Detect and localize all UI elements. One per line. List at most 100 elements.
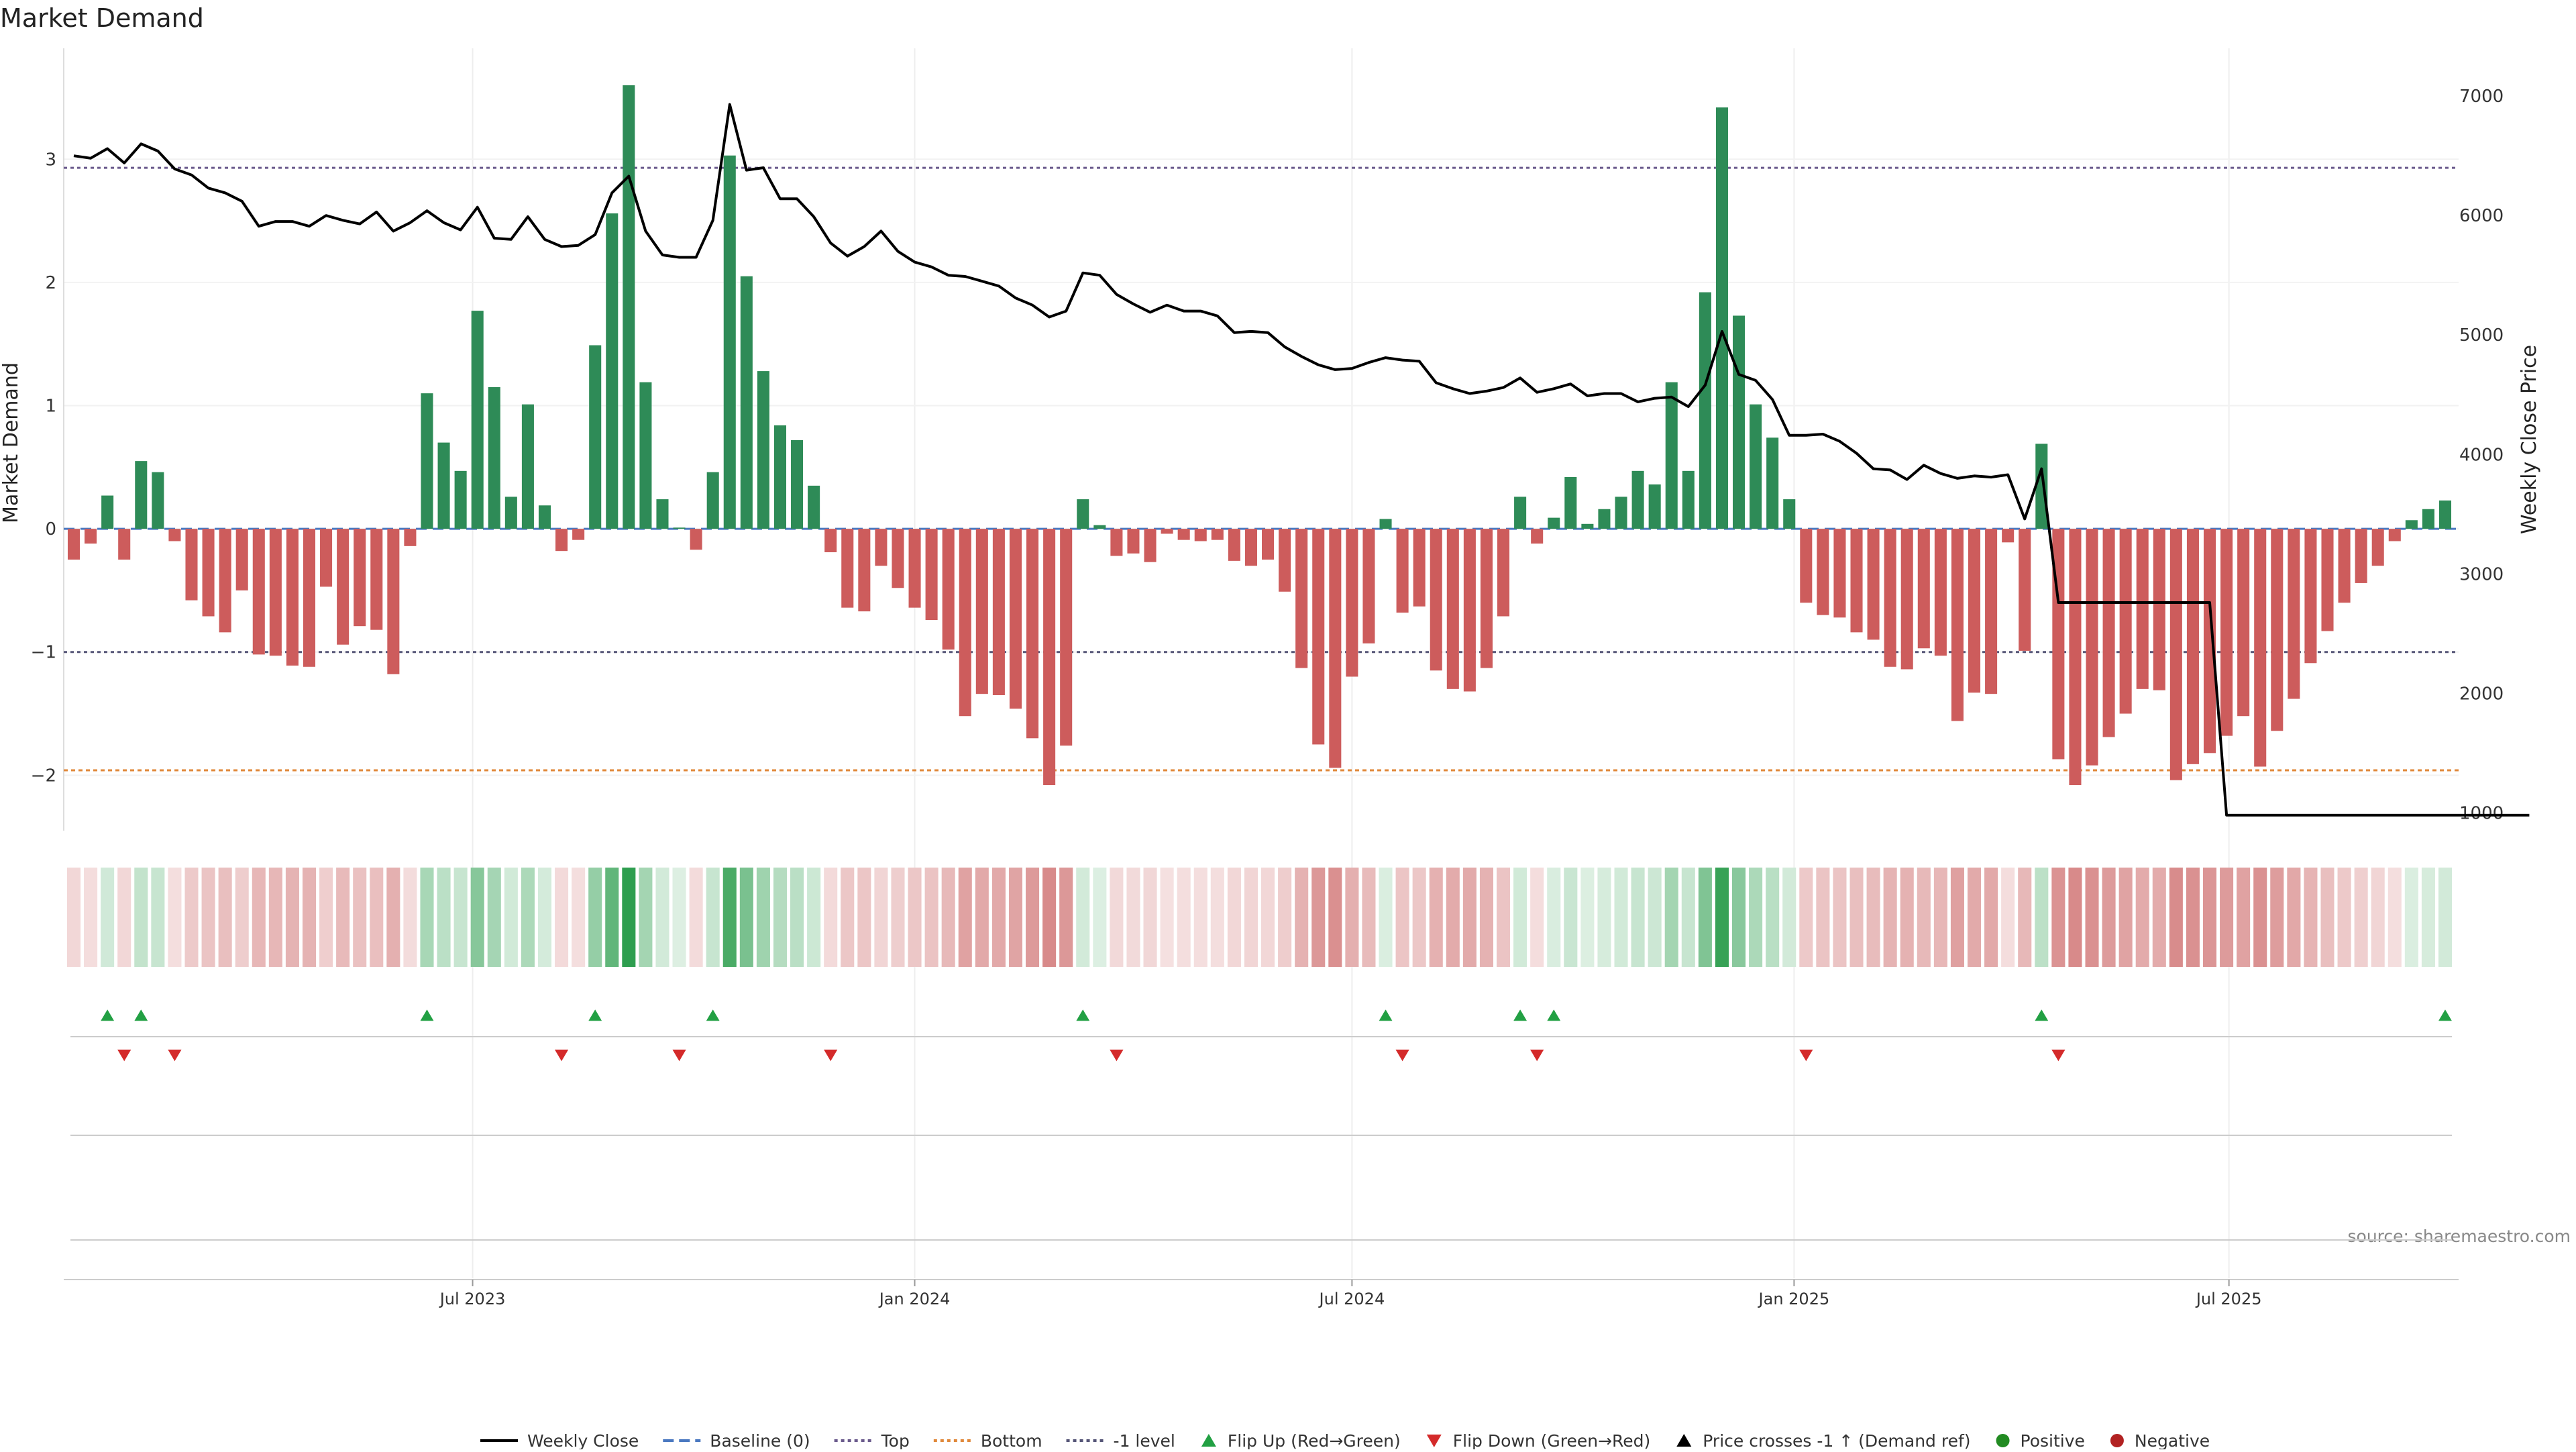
heat-cell-33 bbox=[622, 868, 636, 967]
demand-bar-141 bbox=[2438, 500, 2452, 529]
heat-cell-52 bbox=[941, 868, 955, 967]
heat-cell-34 bbox=[639, 868, 653, 967]
demand-bar-138 bbox=[2388, 529, 2401, 541]
demand-bar-90 bbox=[1581, 523, 1594, 529]
heat-cell-82 bbox=[1446, 868, 1460, 967]
heat-cell-6 bbox=[168, 868, 182, 967]
demand-bar-77 bbox=[1362, 529, 1375, 643]
x-tick-label-4: Jul 2025 bbox=[2195, 1290, 2262, 1308]
heat-cell-133 bbox=[2304, 868, 2318, 967]
flip-up-marker-3 bbox=[588, 1009, 602, 1021]
demand-bar-68 bbox=[1211, 529, 1224, 540]
heat-cell-41 bbox=[756, 868, 770, 967]
heat-cell-49 bbox=[891, 868, 905, 967]
demand-bar-133 bbox=[2304, 529, 2317, 664]
y-tick-label-3: 1 bbox=[45, 397, 56, 417]
heat-cell-127 bbox=[2202, 868, 2217, 967]
heat-cell-14 bbox=[302, 868, 317, 967]
demand-bar-15 bbox=[320, 529, 333, 587]
heat-cell-73 bbox=[1295, 868, 1309, 967]
demand-bar-97 bbox=[1699, 292, 1711, 529]
demand-bar-110 bbox=[1917, 529, 1930, 649]
heat-cell-91 bbox=[1597, 868, 1611, 967]
heat-cell-63 bbox=[1126, 868, 1140, 967]
demand-bar-61 bbox=[1093, 525, 1106, 529]
flip-up-marker-9 bbox=[2035, 1009, 2049, 1021]
demand-bar-14 bbox=[303, 529, 316, 667]
heat-cell-70 bbox=[1244, 868, 1258, 967]
heat-cell-17 bbox=[353, 868, 367, 967]
demand-bar-58 bbox=[1043, 529, 1056, 786]
legend-label-5: Flip Up (Red→Green) bbox=[1228, 1431, 1401, 1449]
demand-bar-50 bbox=[908, 529, 921, 608]
heat-cell-98 bbox=[1715, 868, 1729, 967]
x-tick-label-2: Jul 2024 bbox=[1318, 1290, 1385, 1308]
demand-bar-49 bbox=[892, 529, 904, 588]
demand-bar-94 bbox=[1648, 484, 1661, 529]
demand-bar-26 bbox=[504, 497, 517, 529]
y2-axis-label: Weekly Close Price bbox=[2518, 345, 2541, 534]
heat-cell-89 bbox=[1564, 868, 1578, 967]
heat-cell-2 bbox=[101, 868, 115, 967]
heat-cell-118 bbox=[2051, 868, 2065, 967]
heat-cell-124 bbox=[2152, 868, 2166, 967]
legend-item-1: Baseline (0) bbox=[663, 1431, 810, 1451]
demand-bar-12 bbox=[269, 529, 282, 656]
heat-cell-121 bbox=[2102, 868, 2116, 967]
heat-cell-104 bbox=[1816, 868, 1830, 967]
demand-bar-45 bbox=[824, 529, 837, 553]
demand-bar-139 bbox=[2405, 520, 2418, 529]
heat-cell-77 bbox=[1362, 868, 1376, 967]
demand-bar-98 bbox=[1715, 107, 1728, 529]
heat-cell-105 bbox=[1833, 868, 1847, 967]
y2-tick-label-6: 7000 bbox=[2459, 87, 2504, 107]
demand-bar-1 bbox=[85, 529, 97, 544]
demand-bar-96 bbox=[1682, 470, 1695, 529]
y2-axis-ticks: 1000 2000 3000 4000 5000 6000 7000 bbox=[2459, 87, 2504, 823]
legend-label-0: Weekly Close bbox=[527, 1431, 639, 1449]
flip-up-marker-0 bbox=[101, 1009, 115, 1021]
heat-cell-16 bbox=[336, 868, 350, 967]
demand-bar-107 bbox=[1867, 529, 1880, 640]
heat-cell-68 bbox=[1210, 868, 1224, 967]
heat-cell-5 bbox=[151, 868, 165, 967]
demand-bar-41 bbox=[757, 371, 769, 529]
demand-bar-86 bbox=[1514, 497, 1527, 529]
demand-bar-111 bbox=[1934, 529, 1947, 656]
demand-bar-25 bbox=[488, 386, 500, 529]
heat-cell-46 bbox=[841, 868, 855, 967]
flip-down-marker-6 bbox=[1395, 1049, 1409, 1061]
demand-bar-3 bbox=[118, 529, 131, 560]
demand-bar-22 bbox=[437, 442, 450, 529]
heat-cell-117 bbox=[2035, 868, 2049, 967]
heat-cell-62 bbox=[1110, 868, 1124, 967]
y2-tick-label-0: 1000 bbox=[2459, 803, 2504, 823]
weekly-close-line bbox=[73, 103, 2530, 817]
demand-bar-64 bbox=[1144, 529, 1157, 562]
heat-cell-138 bbox=[2387, 868, 2402, 967]
demand-bar-31 bbox=[589, 345, 602, 529]
heat-cell-15 bbox=[319, 868, 333, 967]
demand-bar-59 bbox=[1060, 529, 1073, 746]
heat-cell-31 bbox=[588, 868, 602, 967]
heat-cell-55 bbox=[991, 868, 1006, 967]
heat-cell-93 bbox=[1631, 868, 1645, 967]
legend-label-8: Positive bbox=[2021, 1431, 2085, 1449]
source-annotation: source: sharemaestro.com bbox=[2348, 1227, 2571, 1246]
demand-bar-87 bbox=[1531, 529, 1544, 544]
demand-bar-104 bbox=[1817, 529, 1829, 615]
demand-bar-37 bbox=[690, 529, 702, 550]
flip-down-marker-9 bbox=[2051, 1049, 2065, 1061]
demand-bar-54 bbox=[975, 529, 988, 694]
heat-cell-141 bbox=[2438, 868, 2453, 967]
heat-cell-20 bbox=[403, 868, 417, 967]
heat-cell-125 bbox=[2169, 868, 2183, 967]
heat-cell-80 bbox=[1412, 868, 1426, 967]
demand-bar-116 bbox=[2019, 529, 2031, 651]
heat-cell-38 bbox=[706, 868, 720, 967]
demand-bar-130 bbox=[2254, 529, 2267, 767]
demand-bar-11 bbox=[252, 529, 265, 655]
heat-cell-53 bbox=[958, 868, 972, 967]
y-tick-label-1: −1 bbox=[31, 643, 56, 663]
